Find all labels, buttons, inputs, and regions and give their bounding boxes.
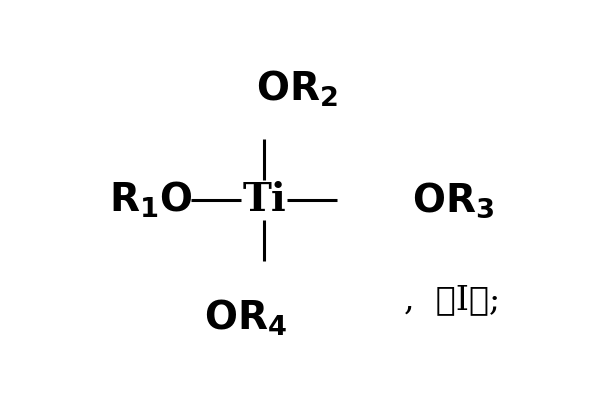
Text: Ti: Ti [242,181,286,219]
Text: $\mathbf{R_1O}$: $\mathbf{R_1O}$ [109,180,193,220]
Text: $\mathbf{OR_2}$: $\mathbf{OR_2}$ [256,69,338,109]
Text: $\mathbf{OR_4}$: $\mathbf{OR_4}$ [204,297,287,337]
Text: $\mathbf{OR_3}$: $\mathbf{OR_3}$ [412,180,495,220]
Text: ,  （I）;: , （I）; [404,284,500,316]
